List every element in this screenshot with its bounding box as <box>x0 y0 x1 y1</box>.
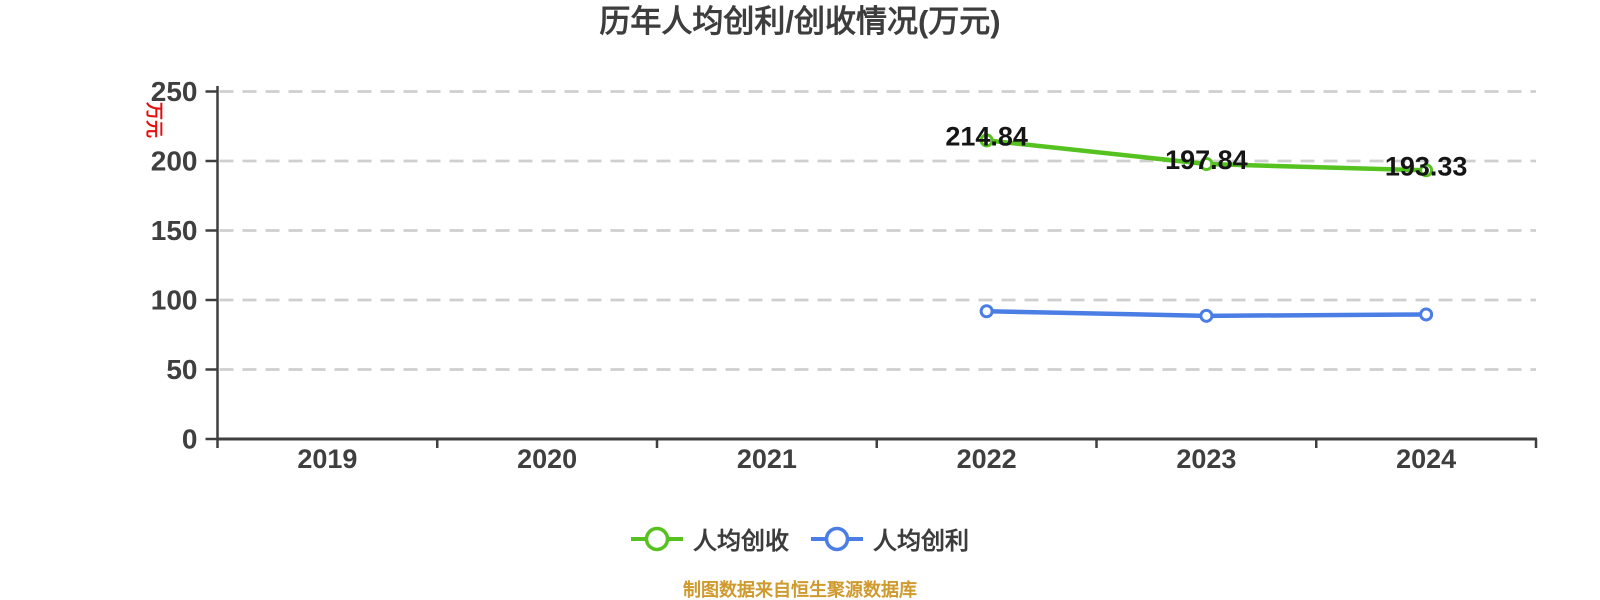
x-tick-label-2022: 2022 <box>957 444 1017 474</box>
y-tick-label-150: 150 <box>151 215 198 246</box>
chart-title: 历年人均创利/创收情况(万元) <box>599 4 1001 39</box>
series-per-capita-profit <box>979 304 1434 323</box>
y-gridlines <box>219 90 1536 371</box>
y-tick-label-50: 50 <box>166 354 197 385</box>
x-tick-label-2020: 2020 <box>517 444 577 474</box>
legend-circle-per-capita-revenue <box>644 526 670 551</box>
x-tick-label-2019: 2019 <box>297 444 357 474</box>
x-tick-label-2021: 2021 <box>737 444 797 474</box>
x-tick-label-2023: 2023 <box>1176 444 1236 474</box>
marker-per-capita-profit-2022 <box>979 304 994 319</box>
y-tick-label-250: 250 <box>151 76 198 107</box>
y-tick-label-0: 0 <box>182 424 198 455</box>
marker-per-capita-revenue-2023 <box>1199 157 1214 172</box>
marker-per-capita-profit-2024 <box>1419 307 1434 322</box>
x-axis-ticks: 2019 2020 2021 2022 2023 2024 <box>216 439 1538 474</box>
point-label-per-capita-revenue-2023: 197.84 <box>1165 145 1248 175</box>
legend-item-per-capita-profit[interactable]: 人均创利 <box>811 521 969 556</box>
y-tick-label-200: 200 <box>151 146 198 177</box>
marker-per-capita-revenue-2024 <box>1419 163 1434 178</box>
legend: 人均创收 人均创利 <box>0 521 1600 556</box>
legend-line-circle-icon <box>811 526 863 551</box>
marker-per-capita-revenue-2022 <box>979 133 994 148</box>
legend-label-per-capita-revenue: 人均创收 <box>693 528 789 555</box>
y-axis-ticks: 0 50 100 150 200 250 <box>151 76 218 455</box>
data-source-note: 制图数据来自恒生聚源数据库 <box>683 580 917 600</box>
point-label-per-capita-revenue-2024: 193.33 <box>1385 151 1468 181</box>
series-per-capita-revenue: 214.84 197.84 193.33 <box>945 121 1467 181</box>
y-tick-label-100: 100 <box>151 285 198 316</box>
point-label-per-capita-revenue-2022: 214.84 <box>945 121 1028 151</box>
legend-circle-per-capita-profit <box>824 526 850 551</box>
marker-per-capita-profit-2023 <box>1199 308 1214 323</box>
legend-label-per-capita-profit: 人均创利 <box>873 528 969 555</box>
legend-item-per-capita-revenue[interactable]: 人均创收 <box>631 521 789 556</box>
legend-line-circle-icon <box>631 526 683 551</box>
x-tick-label-2024: 2024 <box>1396 444 1456 474</box>
